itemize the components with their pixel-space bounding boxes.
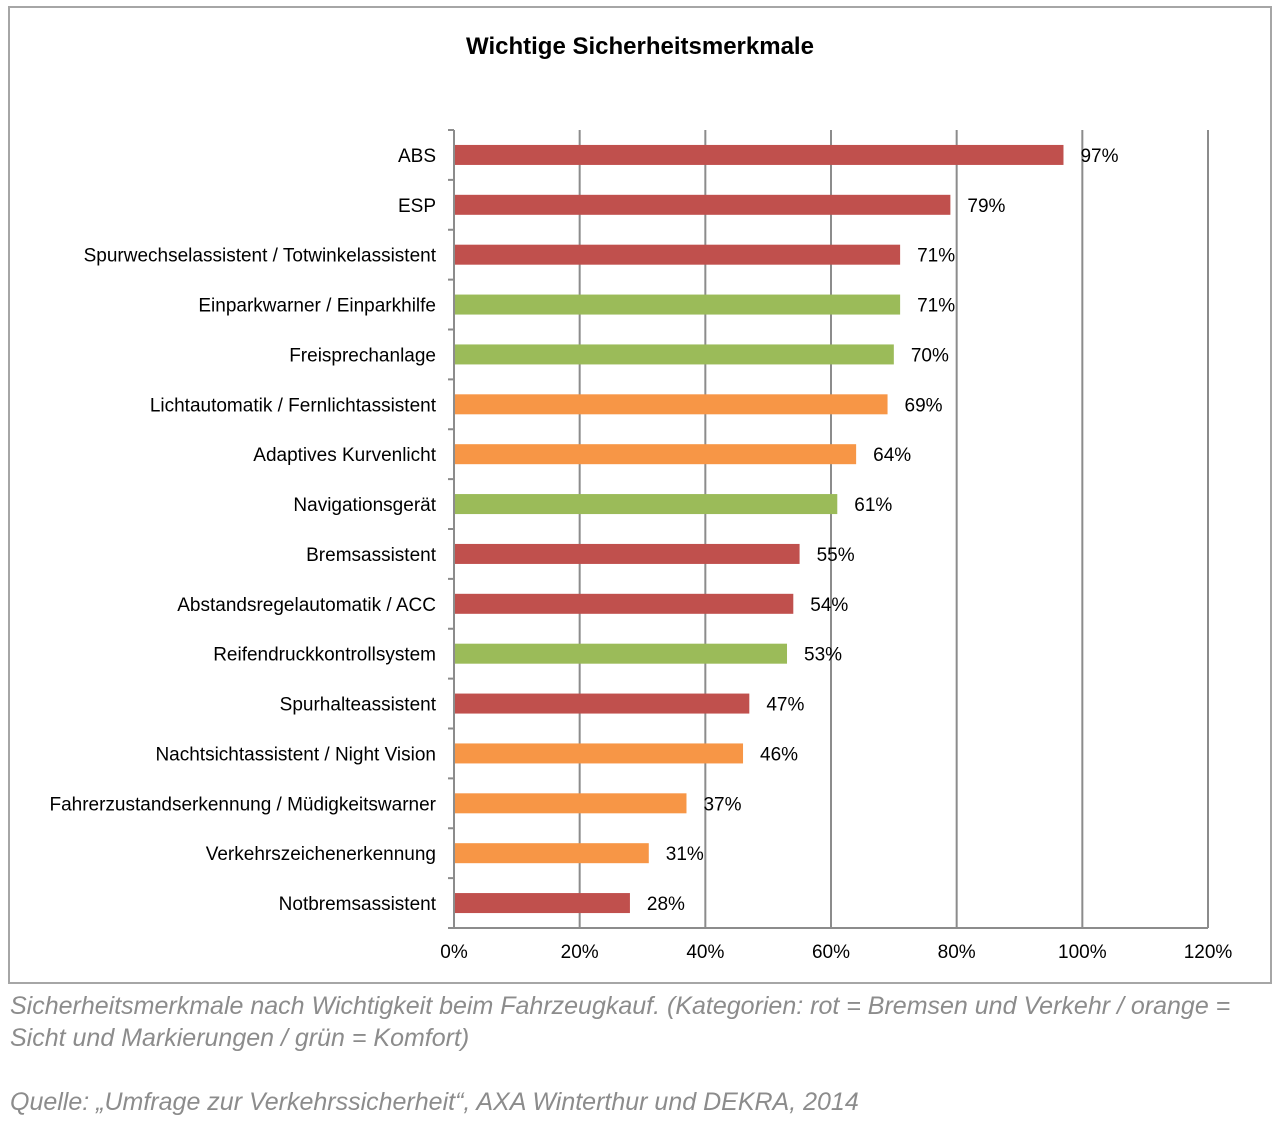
x-tick-label: 20% [561,942,599,963]
data-label: 31% [666,844,704,865]
bar [455,743,744,764]
data-label: 64% [873,445,911,466]
bar [455,444,857,465]
bar [455,593,794,614]
bar [455,893,630,914]
data-label: 54% [810,595,848,616]
bar [455,244,901,265]
data-label: 71% [917,296,955,317]
chart-title: Wichtige Sicherheitsmerkmale [466,33,814,60]
x-tick-label: 0% [440,942,468,963]
category-label: Reifendruckkontrollsystem [213,645,436,666]
bar-chart: Wichtige Sicherheitsmerkmale 0% 20% 40% 60% 8… [49,33,1233,963]
category-label: Fahrerzustandserkennung / Müdigkeitswarn… [49,794,436,815]
source-note: Quelle: „Umfrage zur Verkehrssicherheit“… [10,1088,859,1116]
bar [455,394,888,415]
data-label: 53% [804,645,842,666]
data-label: 71% [917,246,955,267]
category-label: Navigationsgerät [293,495,436,516]
x-tick-label: 120% [1184,942,1233,963]
data-label: 70% [911,345,949,366]
category-label: Nachtsichtassistent / Night Vision [155,744,436,765]
data-label: 61% [854,495,892,516]
bar [455,643,788,664]
data-label: 79% [967,196,1005,217]
x-tick-label: 100% [1058,942,1107,963]
category-label: ABS [398,146,436,167]
chart-frame: Wichtige Sicherheitsmerkmale 0% 20% 40% 60% 8… [8,6,1272,984]
category-label: Abstandsregelautomatik / ACC [177,595,436,616]
data-label: 69% [905,395,943,416]
x-tick-label: 80% [938,942,976,963]
category-label: ESP [398,196,436,217]
category-label: Verkehrszeichenerkennung [206,844,436,865]
data-label: 37% [703,794,741,815]
data-label: 55% [817,545,855,566]
category-label: Spurhalteassistent [280,695,437,716]
bar [455,344,894,365]
bar [455,693,750,714]
bar [455,843,649,864]
bar [455,494,838,515]
x-tick-label: 40% [686,942,724,963]
data-label: 97% [1080,146,1118,167]
x-tick-label: 60% [812,942,850,963]
bar [455,793,687,814]
bar [455,543,800,564]
category-label: Einparkwarner / Einparkhilfe [198,296,436,317]
data-label: 47% [766,695,804,716]
data-label: 28% [647,894,685,915]
bar [455,194,951,215]
category-label: Spurwechselassistent / Totwinkelassisten… [84,246,437,267]
category-label: Freisprechanlage [289,345,436,366]
category-label: Notbremsassistent [279,894,437,915]
chart-caption: Sicherheitsmerkmale nach Wichtigkeit bei… [10,992,1231,1052]
category-label: Lichtautomatik / Fernlichtassistent [150,395,437,416]
category-label: Bremsassistent [306,545,437,566]
category-label: Adaptives Kurvenlicht [253,445,436,466]
bar [455,144,1064,165]
data-label: 46% [760,744,798,765]
bar [455,294,901,315]
